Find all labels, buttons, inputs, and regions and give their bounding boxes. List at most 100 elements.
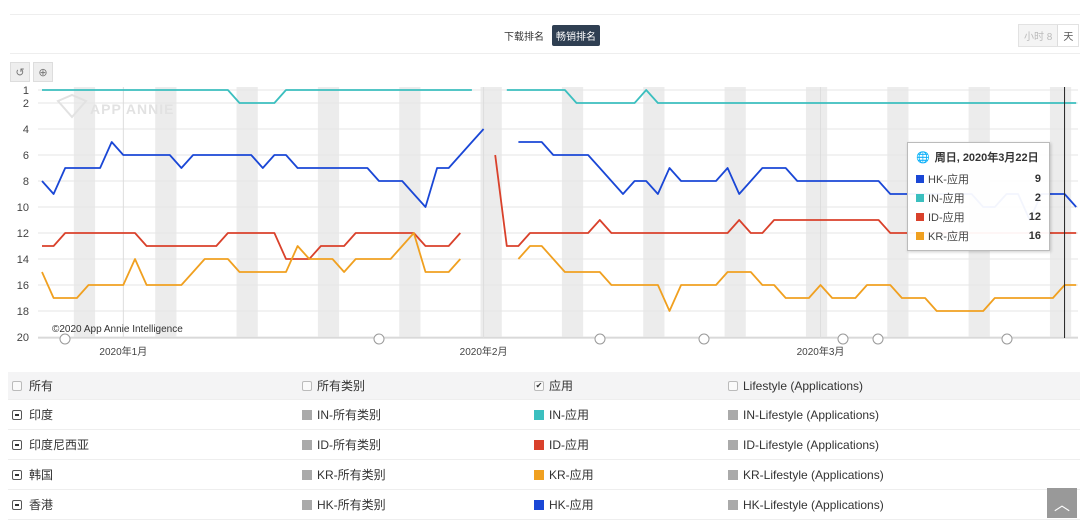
undo-icon[interactable]: ↺ [10,62,30,82]
series-toggle-all[interactable] [302,469,312,480]
weekend-band [236,87,258,338]
series-lifestyle-label: HK-Lifestyle (Applications) [743,497,884,512]
y-tick-label: 6 [23,150,29,162]
annotation-pin-icon [1001,333,1013,345]
granularity-hour[interactable]: 小时 8 [1024,32,1053,43]
series-all-label: IN-所有类别 [317,408,381,422]
series-line-IN-应用 [42,89,1077,104]
weekend-band [399,87,421,338]
annotation-pin-icon [59,333,71,345]
country-name: 香港 [29,498,54,512]
y-tick-label: 1 [23,85,29,97]
weekend-band [643,87,665,338]
series-swatch [916,231,924,240]
y-tick-label: 18 [17,306,29,318]
weekend-band [1049,87,1072,338]
app-annie-logo-icon [56,93,88,119]
tooltip-value: 16 [1028,229,1041,242]
x-tick-label: 2020年2月 [460,345,508,358]
series-toggle-app[interactable] [534,409,544,420]
series-swatch [916,174,924,183]
series-app-label: HK-应用 [549,498,594,512]
series-toggle-all[interactable] [302,439,312,450]
series-toggle-app[interactable] [534,469,544,480]
collapse-icon[interactable] [12,469,22,480]
series-toggle-all[interactable] [302,499,312,510]
series-all-label: HK-所有类别 [317,498,386,512]
tooltip-row: KR-应用 16 [916,226,1041,245]
series-toggle-lifestyle[interactable] [728,469,738,480]
series-toggle-app[interactable] [534,439,544,450]
annotation-pin-icon [837,333,849,345]
weekend-band [724,87,746,338]
top-divider [10,14,1080,15]
y-tick-label: 2 [23,98,29,110]
series-toggle-lifestyle[interactable] [728,439,738,450]
tooltip-row: IN-应用 2 [916,188,1041,207]
series-lifestyle-label: KR-Lifestyle (Applications) [743,467,884,482]
series-toggle-lifestyle[interactable] [728,409,738,420]
weekend-band [480,87,502,338]
tooltip-value: 12 [1028,210,1041,223]
table-row: 印度 IN-所有类别 IN-应用 IN-Lifestyle (Applicati… [8,400,1080,430]
series-swatch [916,193,924,202]
country-name: 韩国 [29,468,54,482]
weekend-band [73,87,96,338]
weekend-band [317,87,340,338]
zoom-in-icon[interactable]: ⊕ [33,62,53,82]
series-lifestyle-label: IN-Lifestyle (Applications) [743,407,880,422]
series-table: 所有 所有类别 ✔ 应用 Lifestyle (Applications) 印度 … [8,372,1080,520]
table-row: 印度尼西亚 ID-所有类别 ID-应用 ID-Lifestyle (Applic… [8,430,1080,460]
series-toggle-app[interactable] [534,499,544,510]
tooltip-label: HK-应用 [928,173,969,186]
weekend-band [887,87,909,338]
y-tick-label: 4 [23,124,29,136]
series-toggle-lifestyle[interactable] [728,499,738,510]
chart-tooltip: 🌐 周日, 2020年3月22日 HK-应用 9 IN-应用 2 ID-应用 12 KR-应用… [907,142,1050,251]
y-tick-label: 8 [23,176,29,188]
globe-icon: 🌐 [916,151,930,164]
tooltip-label: KR-应用 [928,230,969,243]
tab-grossing-rank[interactable]: 畅销排名 [552,25,600,46]
tooltip-value: 2 [1034,191,1041,204]
series-app-label: ID-应用 [549,438,589,452]
collapse-icon[interactable] [12,409,22,420]
x-tick-label: 2020年3月 [797,345,845,358]
series-toggle-all[interactable] [302,409,312,420]
y-tick-label: 10 [17,202,29,214]
checkbox-all-categories[interactable] [302,380,312,391]
tab-download-rank[interactable]: 下载排名 [504,32,544,43]
header-all: 所有 [29,379,54,393]
y-tick-label: 20 [17,332,29,344]
table-row: 香港 HK-所有类别 HK-应用 HK-Lifestyle (Applicati… [8,490,1080,520]
weekend-band [561,87,584,338]
annotation-pin-icon [872,333,884,345]
table-header: 所有 所有类别 ✔ 应用 Lifestyle (Applications) [8,372,1080,400]
collapse-icon[interactable] [12,499,22,510]
annotation-pin-icon [373,333,385,345]
tooltip-label: ID-应用 [928,211,965,224]
country-name: 印度 [29,408,54,422]
granularity-toggle: 小时 8 天 [1018,24,1080,47]
collapse-icon[interactable] [12,439,22,450]
header-all-categories: 所有类别 [317,379,366,393]
series-app-label: KR-应用 [549,468,594,482]
y-tick-label: 12 [17,228,29,240]
watermark: APP ANNIE [90,101,174,117]
x-tick-label: 2020年1月 [99,345,147,358]
series-line-KR-应用 [41,232,1077,312]
checkbox-apps[interactable]: ✔ [534,380,544,391]
tooltip-value: 9 [1034,172,1041,185]
toolbar-divider [10,53,1080,54]
checkbox-lifestyle[interactable] [728,380,738,391]
series-all-label: ID-所有类别 [317,438,381,452]
granularity-day[interactable]: 天 [1057,25,1079,46]
country-name: 印度尼西亚 [29,438,90,452]
annotation-pin-icon [594,333,606,345]
checkbox-all[interactable] [12,380,22,391]
series-lifestyle-label: ID-Lifestyle (Applications) [743,437,880,452]
back-to-top-button[interactable]: ︿ [1047,488,1077,518]
series-app-label: IN-应用 [549,408,589,422]
y-tick-label: 16 [17,280,29,292]
